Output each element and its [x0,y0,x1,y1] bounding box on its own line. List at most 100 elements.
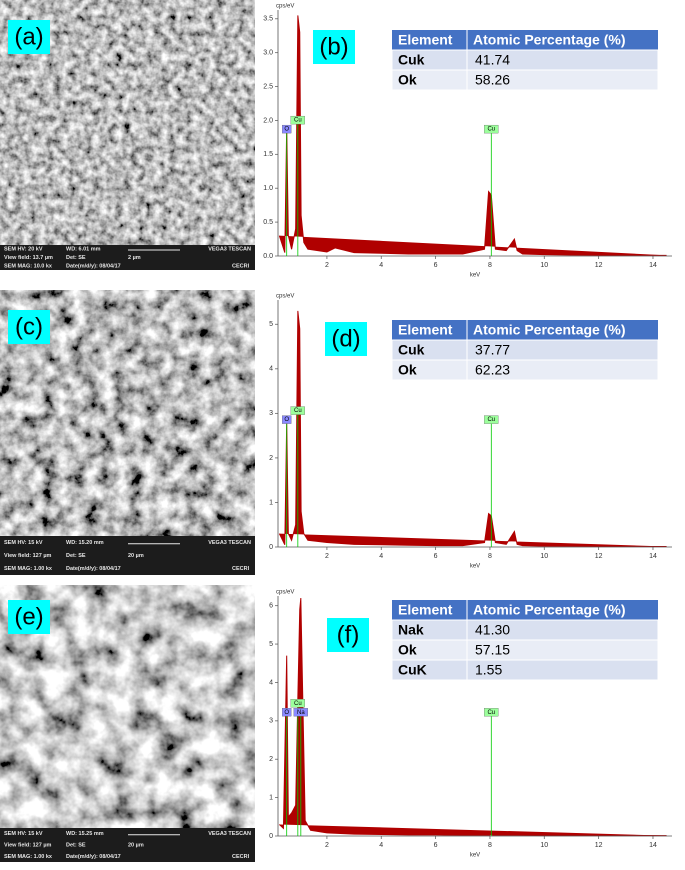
peak-label: O [284,417,289,423]
table-header-cell: Element [398,322,453,338]
sem-info-text: VEGA3 TESCAN [208,831,251,837]
peak-label: Cu [487,417,495,423]
table-cell: 57.15 [475,642,510,658]
table-row [391,359,659,381]
peak-label: O [284,710,289,716]
sem-info-text: 20 µm [128,553,144,559]
x-tick-label: 10 [540,262,548,269]
table-row [391,659,659,681]
x-tick-label: 8 [488,842,492,849]
y-tick-label: 1 [269,499,273,506]
x-tick-label: 14 [649,842,657,849]
sem-info-text: 2 µm [128,255,141,261]
sem-info-text: Date(m/d/y): 08/04/17 [66,263,121,269]
y-tick-label: 1.0 [263,185,273,192]
sem-info-text: View field: 13.7 µm [4,255,53,261]
peak-label: Cu [294,408,302,414]
sem-info-text: Date(m/d/y): 08/04/17 [66,854,121,860]
y-tick-label: 5 [269,321,273,328]
y-tick-label: 2.0 [263,117,273,124]
x-tick-label: 10 [540,842,548,849]
table-cell: CuK [398,662,427,678]
x-tick-label: 12 [595,842,603,849]
x-tick-label: 4 [379,842,383,849]
table-row [391,639,659,661]
x-tick-label: 2 [325,842,329,849]
y-tick-label: 0 [269,544,273,551]
panel-label: (c) [15,313,43,340]
table-cell: Cuk [398,52,425,68]
x-tick-label: 6 [434,262,438,269]
table-header [392,30,658,50]
peak-label-box [282,124,292,134]
sem-info-text: Det: SE [66,255,86,261]
sem-info-text: VEGA3 TESCAN [208,540,251,546]
sem-info-bar [0,828,255,862]
sem-info-text: SEM MAG: 10.0 kx [4,263,53,269]
sem-info-text: Det: SE [66,553,86,559]
panel-label: (f) [337,621,360,648]
y-tick-label: 0.0 [263,253,273,260]
panel-label-box [8,20,50,54]
sem-info-text: CECRI [232,854,250,860]
panel-label: (a) [14,23,43,50]
y-tick-label: 3 [269,410,273,417]
sem-info-text: SEM HV: 15 kV [4,540,43,546]
panel-label-box [8,310,50,344]
peak-label-box [282,708,292,717]
x-tick-label: 12 [595,553,603,560]
table-row [391,49,659,71]
x-tick-label: 8 [488,553,492,560]
y-tick-label: 2.5 [263,83,273,90]
table-header-cell: Element [398,32,453,48]
sem-info-bar [0,245,255,270]
panel-label-box [313,30,355,64]
sem-info-text: SEM HV: 20 kV [4,247,43,253]
y-tick-label: 0 [269,833,273,840]
y-tick-label: 0.5 [263,219,273,226]
panel-label: (d) [331,325,360,352]
peak-label-box [282,415,292,424]
y-tick-label: 4 [269,679,273,686]
sem-info-text: SEM MAG: 1.00 kx [4,854,53,860]
y-tick-label: 1.5 [263,151,273,158]
peak-label: Na [297,710,305,716]
sem-info-text: SEM MAG: 1.00 kx [4,566,53,572]
x-tick-label: 8 [488,262,492,269]
x-tick-label: 4 [379,262,383,269]
x-tick-label: 14 [649,553,657,560]
x-tick-label: 14 [649,262,657,269]
table-cell: 58.26 [475,72,510,88]
table-header [392,600,658,620]
table-cell: Cuk [398,342,425,358]
y-axis-label: cps/eV [276,294,294,300]
y-tick-label: 4 [269,366,273,373]
sem-info-text: WD: 6.01 mm [66,247,101,253]
table-row [391,69,659,91]
sem-info-text: SEM HV: 15 kV [4,831,43,837]
y-tick-label: 5 [269,641,273,648]
x-tick-label: 2 [325,553,329,560]
y-tick-label: 3.5 [263,16,273,23]
spectrum [279,597,667,837]
y-tick-label: 3 [269,718,273,725]
peak-label-box [484,124,499,134]
x-tick-label: 6 [434,553,438,560]
x-tick-label: 6 [434,842,438,849]
sem-info-text: VEGA3 TESCAN [208,247,251,253]
y-tick-label: 6 [269,603,273,610]
y-axis-label: cps/eV [276,590,294,596]
table-cell: Ok [398,642,417,658]
x-axis-label: keV [470,564,480,570]
sem-info-text: WD: 15.25 mm [66,831,104,837]
y-axis-label: cps/eV [276,4,294,10]
peak-label: Cu [294,118,302,124]
table-cell: Nak [398,622,424,638]
peak-label-box [290,406,305,415]
x-axis-label: keV [470,853,480,859]
table-cell: 41.74 [475,52,510,68]
panel-label-box [325,322,367,356]
sem-info-text: View field: 127 µm [4,842,52,848]
sem-info-text: View field: 127 µm [4,553,52,559]
